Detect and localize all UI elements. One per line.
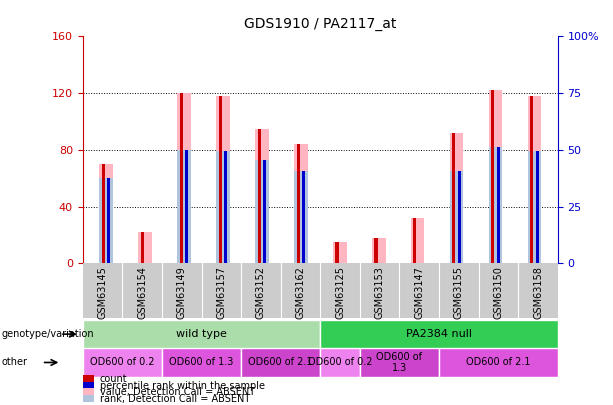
- Bar: [216, 151, 230, 263]
- Bar: [321, 320, 558, 348]
- Text: GSM63157: GSM63157: [216, 266, 226, 319]
- Bar: [141, 232, 144, 263]
- Bar: [255, 129, 268, 263]
- Bar: [302, 171, 305, 263]
- Text: GSM63153: GSM63153: [375, 266, 385, 319]
- Bar: [83, 348, 162, 377]
- Bar: [219, 96, 222, 263]
- Bar: [375, 238, 378, 263]
- Text: GSM63158: GSM63158: [533, 266, 543, 319]
- Bar: [528, 151, 541, 263]
- Bar: [530, 96, 533, 263]
- Bar: [294, 144, 308, 263]
- Text: wild type: wild type: [176, 329, 227, 339]
- Title: GDS1910 / PA2117_at: GDS1910 / PA2117_at: [244, 17, 397, 31]
- Text: count: count: [100, 374, 128, 384]
- Bar: [372, 238, 386, 263]
- Bar: [297, 144, 300, 263]
- Bar: [489, 90, 502, 263]
- Text: GSM63147: GSM63147: [414, 266, 424, 319]
- Bar: [458, 171, 461, 263]
- Bar: [335, 242, 338, 263]
- Text: OD600 of 1.3: OD600 of 1.3: [169, 358, 234, 367]
- Bar: [107, 178, 110, 263]
- Bar: [83, 320, 321, 348]
- Text: GSM63154: GSM63154: [137, 266, 147, 319]
- Bar: [255, 160, 268, 263]
- Bar: [99, 164, 113, 263]
- Text: OD600 of 2.1: OD600 of 2.1: [248, 358, 313, 367]
- Bar: [294, 171, 308, 263]
- Bar: [224, 151, 227, 263]
- Bar: [180, 93, 183, 263]
- Bar: [333, 242, 346, 263]
- Bar: [241, 348, 321, 377]
- Text: GSM63152: GSM63152: [256, 266, 266, 319]
- Bar: [216, 96, 230, 263]
- Bar: [413, 218, 416, 263]
- Text: GSM63155: GSM63155: [454, 266, 464, 319]
- Bar: [185, 150, 188, 263]
- Text: OD600 of 0.2: OD600 of 0.2: [308, 358, 372, 367]
- Bar: [411, 218, 424, 263]
- Text: other: other: [1, 358, 27, 367]
- Text: GSM63150: GSM63150: [493, 266, 503, 319]
- Text: OD600 of
1.3: OD600 of 1.3: [376, 352, 422, 373]
- Bar: [257, 129, 261, 263]
- Bar: [497, 147, 500, 263]
- Bar: [452, 133, 455, 263]
- Bar: [528, 96, 541, 263]
- Bar: [450, 171, 463, 263]
- Bar: [177, 93, 191, 263]
- Bar: [99, 178, 113, 263]
- Bar: [360, 348, 439, 377]
- Text: GSM63149: GSM63149: [177, 266, 187, 319]
- Text: percentile rank within the sample: percentile rank within the sample: [100, 381, 265, 390]
- Text: GSM63125: GSM63125: [335, 266, 345, 319]
- Text: OD600 of 2.1: OD600 of 2.1: [466, 358, 531, 367]
- Bar: [489, 147, 502, 263]
- Text: PA2384 null: PA2384 null: [406, 329, 472, 339]
- Bar: [450, 133, 463, 263]
- Text: OD600 of 0.2: OD600 of 0.2: [90, 358, 154, 367]
- Bar: [536, 151, 539, 263]
- Text: value, Detection Call = ABSENT: value, Detection Call = ABSENT: [100, 387, 255, 397]
- Bar: [102, 164, 105, 263]
- Bar: [439, 348, 558, 377]
- Bar: [321, 348, 360, 377]
- Text: GSM63162: GSM63162: [295, 266, 305, 319]
- Bar: [491, 90, 494, 263]
- Bar: [139, 232, 152, 263]
- Bar: [263, 160, 266, 263]
- Text: GSM63145: GSM63145: [97, 266, 107, 319]
- Text: rank, Detection Call = ABSENT: rank, Detection Call = ABSENT: [100, 394, 250, 403]
- Bar: [177, 150, 191, 263]
- Bar: [162, 348, 241, 377]
- Text: genotype/variation: genotype/variation: [1, 329, 94, 339]
